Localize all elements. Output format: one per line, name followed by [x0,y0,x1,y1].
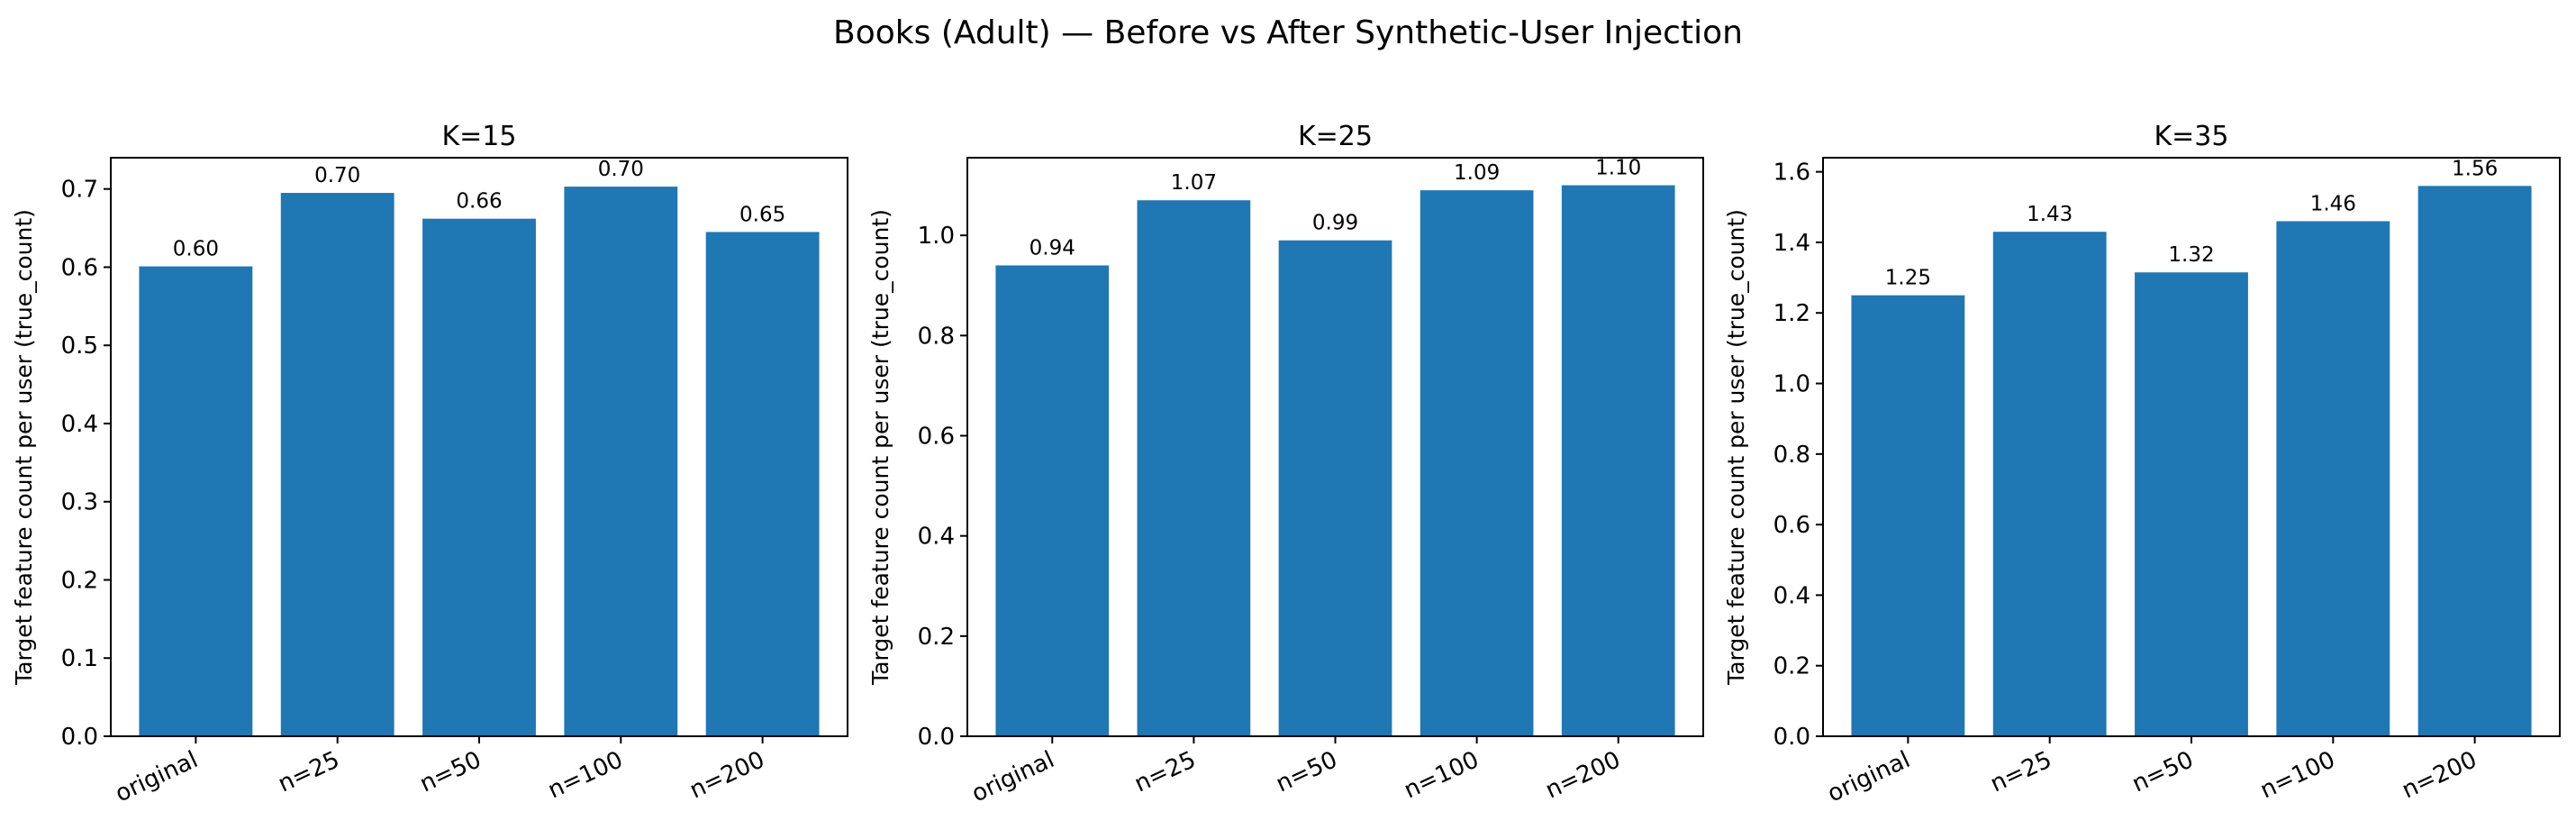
chart-3-bar-1 [1851,295,1965,736]
chart-3-xtick-label-4: n=100 [2256,746,2339,804]
chart-3-ytick-label-9: 1.6 [1773,160,1810,187]
chart-2-ytick-label-2: 0.2 [918,624,955,651]
chart-1-value-label-1: 0.60 [173,238,219,261]
figure-title: Books (Adult) — Before vs After Syntheti… [833,14,1743,51]
chart-2-xtick-label-2: n=25 [1130,746,1200,798]
chart-2-xtick-label-1: original [967,746,1058,807]
chart-2-value-label-1: 0.94 [1029,237,1075,260]
chart-1-bar-4 [564,187,678,737]
chart-3-ytick-label-7: 1.2 [1773,300,1810,327]
chart-3-ytick-label-1: 0.0 [1773,724,1810,751]
chart-2-ytick-label-5: 0.8 [918,323,955,350]
chart-3-title: K=35 [2154,121,2229,152]
chart-2-bar-3 [1278,240,1392,736]
chart-2-value-label-5: 1.10 [1595,157,1641,180]
chart-2-xtick-label-3: n=50 [1272,746,1341,798]
chart-3-bar-5 [2417,186,2532,736]
chart-3-xtick-label-2: n=25 [1986,746,2055,798]
chart-2-ylabel: Target feature count per user (true_coun… [867,209,893,686]
chart-2-bar-2 [1137,200,1251,736]
chart-1-xtick-label-4: n=100 [544,746,627,804]
chart-1-ytick-label-1: 0.0 [61,724,98,751]
chart-1-panel: 0.60 0.70 0.66 0.70 0.65 0.0 0.1 0.2 0.3 0.4 0.5 0.… [11,121,848,807]
chart-3-ytick-label-4: 0.6 [1773,512,1810,539]
chart-2-ytick-label-3: 0.4 [918,524,955,551]
chart-1-bar-2 [280,193,395,737]
chart-3-ylabel: Target feature count per user (true_coun… [1723,209,1749,686]
chart-1-ytick-label-4: 0.3 [61,489,98,516]
chart-1-value-label-5: 0.65 [739,203,785,226]
chart-2-ytick-label-6: 1.0 [918,223,955,250]
chart-3-value-label-1: 1.25 [1885,267,1931,290]
chart-3-value-label-4: 1.46 [2310,192,2356,215]
chart-2-bar-5 [1561,185,1675,737]
chart-2-ytick-label-4: 0.6 [918,423,955,450]
chart-3-xtick-label-5: n=200 [2398,746,2481,804]
chart-2-panel: 0.94 1.07 0.99 1.09 1.10 0.0 0.2 0.4 0.6 0.8 1.0 or… [867,121,1704,807]
chart-3-bar-3 [2135,272,2248,737]
chart-1-xtick-label-1: original [112,746,203,807]
chart-3-ytick-label-5: 0.8 [1773,442,1810,469]
chart-1-ytick-label-8: 0.7 [61,177,98,204]
chart-1-xtick-label-2: n=25 [274,746,343,798]
chart-3-xtick-label-1: original [1824,746,1915,807]
chart-1-ytick-label-3: 0.2 [61,567,98,594]
chart-3-value-label-2: 1.43 [2027,203,2073,226]
chart-3-ytick-label-8: 1.4 [1773,230,1810,257]
chart-3-bar-4 [2276,221,2390,737]
chart-3-ytick-label-6: 1.0 [1773,371,1810,398]
chart-1-bar-3 [422,218,536,736]
chart-1-xtick-label-3: n=50 [416,746,485,798]
chart-3-ytick-label-2: 0.2 [1773,653,1810,680]
chart-1-bar-5 [705,232,820,736]
chart-2-ytick-label-1: 0.0 [918,724,955,751]
chart-3-bar-2 [1992,232,2107,737]
chart-1-ylabel: Target feature count per user (true_coun… [11,209,37,686]
chart-2-bar-4 [1420,190,1534,736]
chart-1-bar-1 [139,266,253,736]
chart-1-value-label-4: 0.70 [598,158,644,181]
chart-1-ytick-label-7: 0.6 [61,254,98,281]
chart-2-value-label-3: 0.99 [1312,212,1358,235]
chart-3-xtick-label-3: n=50 [2128,746,2198,798]
chart-2-value-label-2: 1.07 [1171,171,1217,195]
chart-1-ytick-label-6: 0.5 [61,333,98,360]
chart-1-title: K=15 [442,121,517,152]
chart-1-ytick-label-2: 0.1 [61,645,98,672]
chart-2-xtick-label-4: n=100 [1400,746,1483,804]
chart-3-panel: 1.25 1.43 1.32 1.46 1.56 0.0 0.2 0.4 0.6 0.8 1.0 1.… [1723,121,2561,807]
chart-1-ytick-label-5: 0.4 [61,411,98,438]
chart-3-value-label-3: 1.32 [2168,243,2214,267]
chart-1-value-label-2: 0.70 [314,164,360,187]
chart-2-xtick-label-5: n=200 [1541,746,1624,804]
chart-2-bar-1 [995,265,1110,737]
chart-3-value-label-5: 1.56 [2452,157,2498,180]
chart-1-value-label-3: 0.66 [456,190,502,214]
chart-1-xtick-label-5: n=200 [685,746,768,804]
chart-2-title: K=25 [1298,121,1373,152]
chart-2-value-label-4: 1.09 [1454,161,1500,185]
chart-3-ytick-label-3: 0.4 [1773,582,1810,609]
